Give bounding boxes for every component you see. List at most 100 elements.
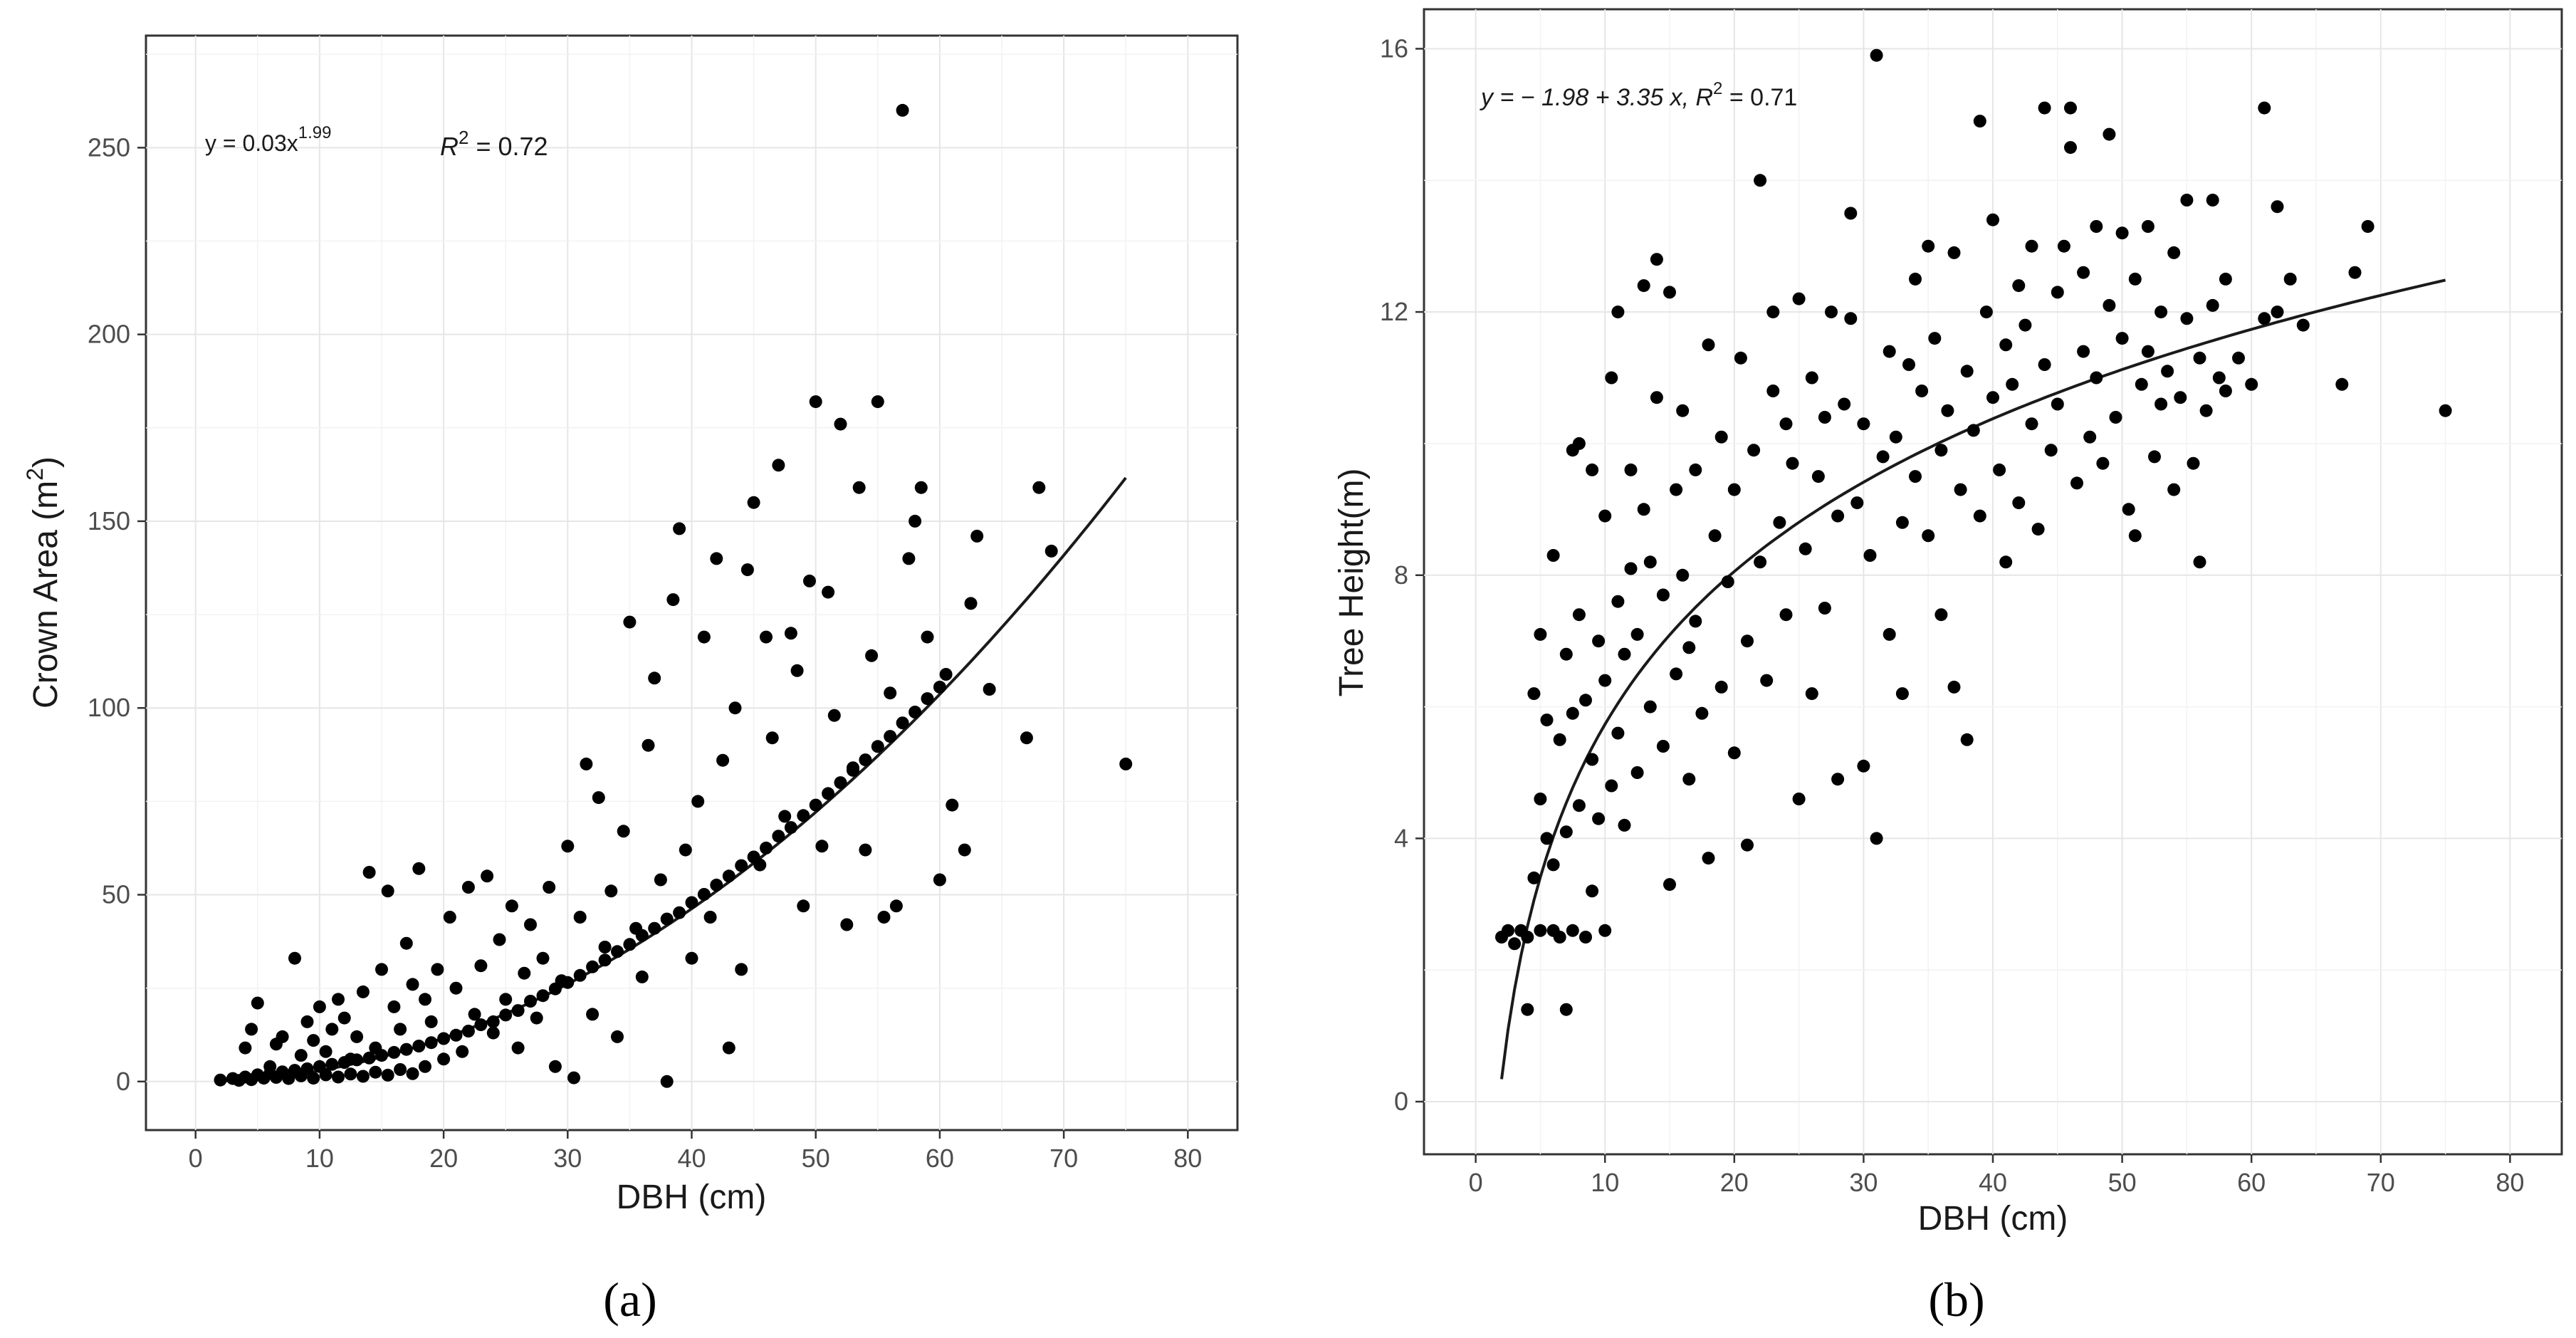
- data-point: [617, 825, 630, 838]
- y-tick-label: 100: [88, 693, 130, 722]
- data-point: [2167, 246, 2181, 259]
- data-point: [716, 753, 730, 767]
- data-point: [2122, 503, 2135, 516]
- data-point: [815, 840, 829, 853]
- data-point: [1579, 931, 1592, 944]
- data-point: [1741, 634, 1754, 648]
- data-point: [1993, 463, 2006, 476]
- data-point: [1857, 759, 1870, 773]
- data-point: [1502, 924, 1514, 937]
- data-point: [511, 1004, 525, 1018]
- data-point: [1566, 706, 1579, 720]
- data-point: [803, 574, 816, 587]
- data-point: [288, 951, 301, 965]
- data-point: [2361, 220, 2375, 233]
- panel-a-label: (a): [603, 1272, 656, 1327]
- data-point: [2439, 404, 2452, 417]
- data-point: [611, 945, 624, 958]
- data-point: [2180, 312, 2194, 325]
- data-point: [1786, 456, 1799, 470]
- data-point: [648, 921, 661, 935]
- data-point: [1979, 305, 1993, 319]
- data-point: [1598, 924, 1612, 937]
- data-point: [524, 918, 537, 931]
- data-point: [623, 938, 637, 951]
- data-point: [1521, 1003, 1534, 1016]
- data-point: [666, 593, 680, 607]
- panel-b-equation: y = − 1.98 + 3.35 x, R2 = 0.71: [1480, 79, 1797, 111]
- panel-b-equation-rhs: = 0.71: [1722, 84, 1797, 111]
- data-point: [332, 1070, 345, 1084]
- data-point: [859, 753, 872, 767]
- data-point: [1670, 483, 1683, 496]
- data-point: [2206, 194, 2219, 207]
- data-point: [871, 740, 884, 753]
- data-point: [2348, 266, 2362, 279]
- data-point: [1721, 575, 1734, 588]
- data-point: [449, 981, 463, 995]
- data-point: [784, 627, 797, 640]
- data-point: [1973, 115, 1986, 128]
- data-point: [381, 884, 394, 898]
- data-point: [1534, 793, 1547, 805]
- data-point: [871, 395, 884, 409]
- data-point: [964, 597, 978, 610]
- data-point: [697, 630, 711, 644]
- x-tick-label: 50: [2108, 1168, 2137, 1197]
- data-point: [772, 459, 785, 472]
- data-point: [1559, 647, 1573, 661]
- data-point: [859, 843, 872, 857]
- data-point: [1682, 641, 1696, 654]
- data-point: [1630, 766, 1644, 779]
- data-point: [1119, 757, 1133, 770]
- panel-a-y-axis-title: Crown Area (m2): [22, 456, 65, 709]
- data-point: [1044, 544, 1058, 558]
- data-point: [486, 1015, 500, 1028]
- data-point: [332, 993, 345, 1006]
- data-point: [524, 995, 537, 1008]
- data-point: [648, 671, 661, 685]
- y-tick-label: 0: [1394, 1087, 1408, 1116]
- data-point: [437, 1052, 451, 1066]
- data-point: [2077, 266, 2090, 279]
- data-point: [431, 963, 444, 976]
- panel-a-r2: R2 = 0.72: [440, 127, 548, 161]
- data-point: [2206, 298, 2219, 312]
- x-tick-label: 60: [926, 1144, 954, 1173]
- data-point: [1682, 773, 1696, 786]
- x-tick-label: 70: [2367, 1168, 2395, 1197]
- data-point: [2258, 101, 2271, 115]
- data-point: [753, 858, 767, 872]
- data-point: [790, 664, 804, 677]
- data-point: [2077, 345, 2090, 358]
- data-point: [362, 866, 376, 879]
- data-point: [921, 630, 934, 644]
- data-point: [1831, 773, 1845, 786]
- data-point: [573, 968, 587, 982]
- panel-b-ticks: 0 10 20 30 40 50 60 70 80 0 4 8 12 16: [1380, 33, 2524, 1197]
- data-point: [369, 1041, 382, 1055]
- data-point: [598, 953, 612, 967]
- data-point: [1766, 305, 1780, 319]
- data-point: [1650, 253, 1663, 266]
- data-point: [1779, 417, 1793, 431]
- data-point: [592, 791, 605, 805]
- data-point: [2025, 417, 2038, 431]
- data-point: [555, 974, 568, 988]
- panel-b-gridlines: [1424, 9, 2562, 1154]
- data-point: [1973, 509, 1986, 523]
- data-point: [1702, 338, 1715, 352]
- x-tick-label: 30: [1849, 1168, 1878, 1197]
- data-point: [1611, 595, 1625, 608]
- data-point: [703, 911, 717, 924]
- data-point: [822, 787, 835, 800]
- data-point: [1586, 463, 1599, 476]
- data-point: [1850, 496, 1864, 510]
- data-point: [896, 716, 909, 730]
- data-point: [827, 709, 841, 722]
- data-point: [2187, 456, 2200, 470]
- data-point: [1598, 509, 1612, 523]
- data-point: [443, 911, 456, 924]
- data-point: [1941, 404, 1954, 417]
